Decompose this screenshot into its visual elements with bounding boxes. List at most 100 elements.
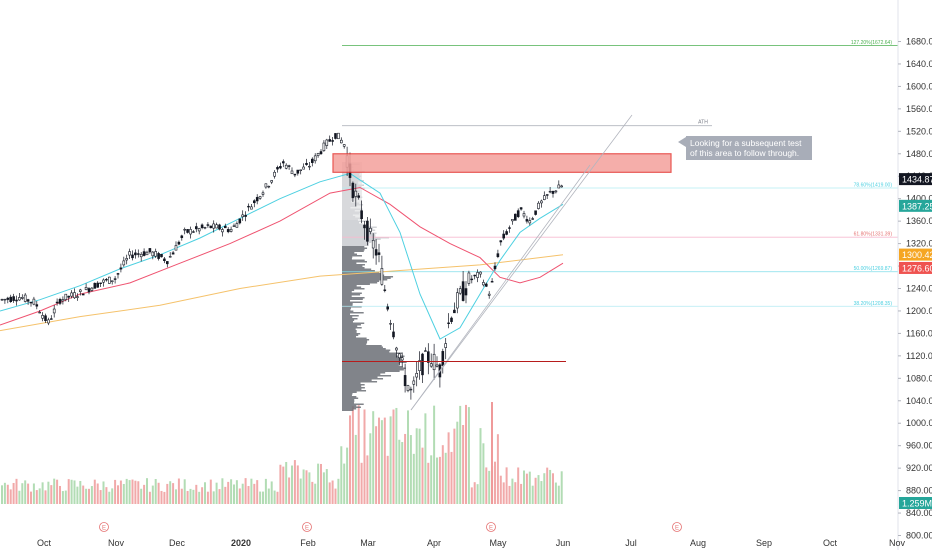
candle-body <box>467 272 471 284</box>
candle-body <box>371 240 375 249</box>
volume-bar <box>340 446 343 504</box>
volume-profile-row <box>342 330 357 332</box>
volume-profile-row <box>342 333 361 335</box>
volume-profile-row <box>342 267 365 269</box>
volume-bar <box>537 475 540 504</box>
candle-body <box>308 165 311 168</box>
candle-body <box>76 296 79 298</box>
volume-bar <box>82 485 85 504</box>
volume-bar <box>308 472 311 504</box>
volume-profile-row <box>342 258 352 260</box>
volume-bar <box>41 482 44 504</box>
volume-bar <box>363 409 366 504</box>
volume-bar <box>204 482 206 504</box>
candle-body <box>250 206 253 210</box>
earnings-marker <box>99 522 109 532</box>
volume-bar <box>143 484 146 504</box>
volume-bar <box>360 462 363 504</box>
candle-body <box>560 185 564 188</box>
candle-body <box>476 272 479 278</box>
candle-body <box>377 252 381 255</box>
price-label-box <box>899 199 932 212</box>
trend-channel-upper <box>410 114 633 411</box>
volume-bar <box>523 470 525 504</box>
volume-bar <box>383 417 386 504</box>
volume-profile-row <box>342 390 367 392</box>
volume-profile-row <box>342 294 361 296</box>
volume-bar <box>349 415 351 504</box>
volume-bar <box>482 443 485 504</box>
volume-profile-row <box>342 349 391 351</box>
candle-body <box>128 251 131 256</box>
volume-bar <box>279 464 282 504</box>
candle-body <box>93 282 97 289</box>
candle-body <box>168 256 172 258</box>
candle-body <box>455 292 459 309</box>
callout[interactable]: Looking for a subsequent test of this are… <box>678 136 812 160</box>
volume-bar <box>317 463 320 504</box>
candle-body <box>482 282 485 286</box>
volume-profile-row <box>342 268 372 270</box>
price-tick-label: 1080.00 <box>906 373 932 383</box>
volume-profile-row <box>342 348 386 350</box>
volume-profile-row <box>342 240 377 242</box>
candle-body <box>319 151 323 155</box>
candle-body <box>221 229 224 233</box>
volume-bar <box>192 489 195 504</box>
volume-bar <box>334 488 337 504</box>
volume-profile-row <box>342 316 353 318</box>
volume-bar <box>128 480 131 504</box>
volume-bar <box>508 485 511 504</box>
volume-profile-row <box>342 226 377 228</box>
volume-profile-row <box>342 282 378 284</box>
volume-bar <box>215 482 218 504</box>
volume-bar <box>554 482 557 504</box>
candle-body <box>79 289 82 292</box>
price-label-text: 1276.60 <box>902 263 932 273</box>
price-tick-label: 1240.00 <box>906 284 932 294</box>
volume-bar <box>525 473 528 504</box>
volume-bar <box>35 490 38 504</box>
candle-body <box>458 288 462 294</box>
candle-body <box>73 292 76 299</box>
candle-body <box>232 225 236 227</box>
volume-bar <box>259 491 262 504</box>
candle-body <box>215 224 218 229</box>
volume-bar <box>221 478 224 504</box>
time-tick-label: Jul <box>625 538 637 548</box>
volume-profile-row <box>342 220 369 222</box>
candle-body <box>235 223 239 228</box>
volume-bar <box>206 491 209 504</box>
candle-body <box>276 167 279 170</box>
volume-bar <box>88 488 90 504</box>
candle-body <box>244 214 247 217</box>
candle-body <box>464 288 468 296</box>
candle-body <box>23 294 27 302</box>
volume-bar <box>296 465 299 504</box>
price-tick-label: 840.00 <box>906 508 932 518</box>
price-tick-label: 1360.00 <box>906 216 932 226</box>
candle-body <box>241 214 244 218</box>
volume-profile-row <box>342 393 353 395</box>
candle-body <box>110 280 114 282</box>
candle-body <box>9 296 12 302</box>
price-label-box <box>899 248 932 261</box>
candle-body <box>374 249 378 256</box>
candle-body <box>15 299 18 302</box>
time-tick-label: Nov <box>889 538 906 548</box>
volume-profile-row <box>342 249 365 251</box>
candle-body <box>38 311 42 314</box>
candle-body <box>281 161 285 164</box>
candle-body <box>354 190 358 197</box>
candle-body <box>61 299 65 302</box>
candle-body <box>151 251 155 257</box>
fib-label: 38.20%(1208.35) <box>854 301 893 307</box>
volume-profile-row <box>342 241 372 243</box>
volume-profile-row <box>342 369 404 371</box>
volume-bar <box>105 487 108 504</box>
volume-bar <box>386 455 389 504</box>
volume-profile-row <box>342 289 355 291</box>
volume-bar <box>125 478 128 504</box>
